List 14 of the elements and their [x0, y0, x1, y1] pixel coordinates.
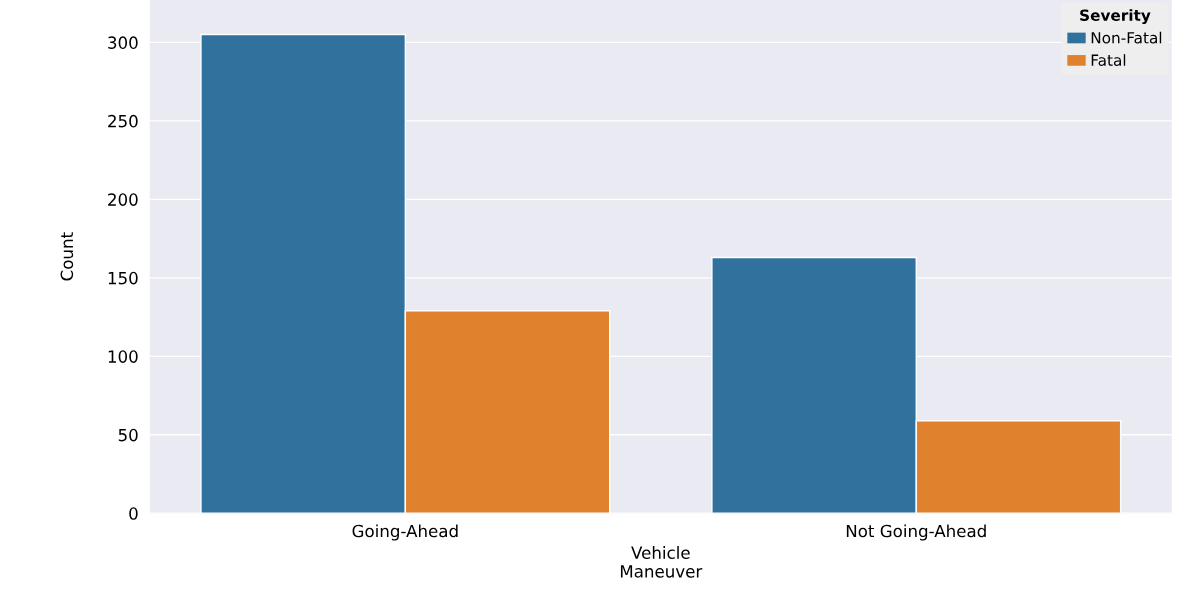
- y-tick-label: 250: [108, 114, 138, 128]
- x-axis-title: Vehicle Maneuver: [620, 546, 703, 578]
- y-tick-label: 200: [108, 193, 138, 206]
- y-tick-label: 300: [108, 36, 138, 49]
- y-tick-label: 150: [108, 271, 138, 285]
- y-tick-label: 50: [118, 428, 138, 442]
- legend-title: Severity: [1080, 9, 1151, 25]
- legend-label: Non-Fatal: [1091, 31, 1162, 44]
- y-tick-label: 0: [129, 507, 138, 520]
- x-tick-label: Not Going-Ahead: [846, 524, 986, 541]
- legend-label: Fatal: [1091, 54, 1126, 66]
- x-tick-label: Going-Ahead: [352, 524, 458, 541]
- y-axis-title: Count: [60, 232, 74, 281]
- y-tick-label: 100: [108, 350, 138, 363]
